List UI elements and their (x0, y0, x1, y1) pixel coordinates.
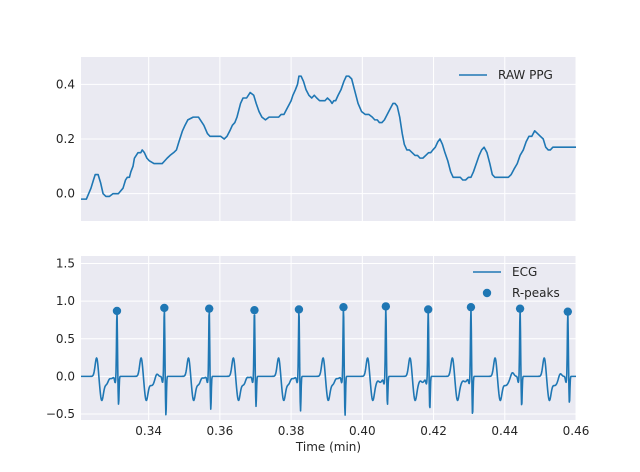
r-peak-marker (160, 303, 169, 313)
ppg-panel: 0.0 0.2 0.4 RAW PPG (56, 57, 577, 221)
y-tick-label: 0.0 (56, 187, 75, 201)
legend: RAW PPG (459, 68, 553, 82)
x-axis-label: Time (min) (295, 440, 361, 454)
x-tick-label: 0.36 (207, 424, 234, 438)
r-peak-marker (294, 305, 304, 314)
x-tick-label: 0.42 (420, 424, 447, 438)
legend-label-ecg: ECG (512, 265, 537, 279)
r-peak-marker (339, 302, 348, 312)
r-peak-marker (515, 304, 525, 313)
y-tick-label: 0.0 (56, 369, 75, 383)
x-tick-label: 0.46 (563, 424, 590, 438)
ppg-line (81, 75, 576, 200)
r-peak-marker (563, 307, 573, 316)
r-peak-marker (424, 305, 433, 314)
ecg-panel: −0.5 0.0 0.5 1.0 1.5 0.34 0.36 0.38 0.40 0.42 0.44… (46, 256, 590, 454)
y-tick-label: −0.5 (46, 407, 75, 421)
x-tick-label: 0.40 (349, 424, 376, 438)
x-tick-label: 0.44 (491, 424, 518, 438)
series-group (81, 75, 576, 200)
y-tick-label: 1.5 (56, 257, 75, 271)
y-tick-label: 0.5 (56, 332, 75, 346)
series-group (81, 302, 576, 416)
x-tick-label: 0.34 (135, 424, 162, 438)
r-peak-marker (381, 302, 391, 311)
r-peak-marker (205, 304, 214, 313)
y-tick-label: 1.0 (56, 294, 75, 308)
x-tick-label: 0.38 (278, 424, 305, 438)
r-peak-marker (466, 302, 476, 312)
legend: ECG R-peaks (473, 265, 560, 300)
legend-label-ppg: RAW PPG (498, 68, 553, 82)
y-tick-label: 0.4 (56, 77, 75, 91)
legend-marker-swatch (482, 288, 492, 298)
r-peak-marker (250, 305, 259, 315)
r-peak-marker (112, 306, 122, 316)
ecg-line (81, 306, 576, 416)
y-tick-label: 0.2 (56, 132, 75, 146)
legend-label-rpeaks: R-peaks (512, 286, 560, 300)
